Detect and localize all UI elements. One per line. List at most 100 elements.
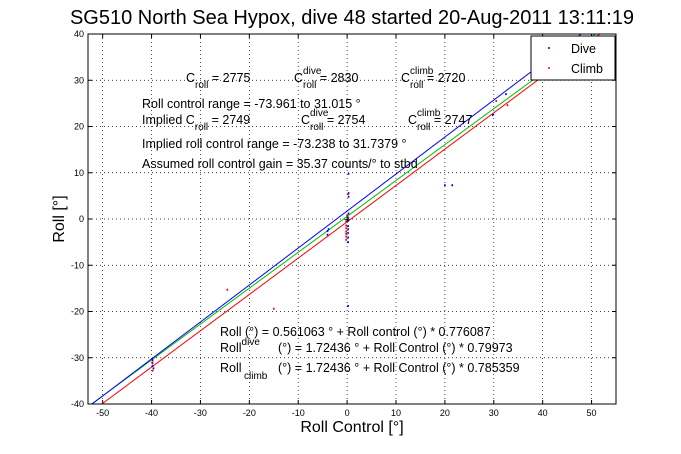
implied-climb-sub: roll: [417, 122, 430, 133]
dive-point: [347, 172, 350, 175]
climb-point: [506, 104, 509, 107]
climb-point: [346, 214, 348, 217]
dive-point: [347, 212, 350, 215]
implied-value: = 2749: [208, 113, 250, 127]
climb-point: [226, 288, 229, 291]
fit-lines: [91, 33, 601, 405]
annotations-top: Croll = 2775 Cdive roll = 2830 Cclimb roll…: [142, 66, 472, 171]
fit-line-1: [91, 33, 582, 405]
annotations-bottom: Roll (°) = 0.561063 ° + Roll control (°)…: [220, 325, 520, 382]
dive-point: [326, 233, 329, 236]
c-climb-text: Cclimb roll = 2720: [401, 66, 465, 91]
dive-point: [152, 367, 155, 370]
c-climb-sub: roll: [410, 80, 423, 91]
c-climb-sup: climb: [410, 66, 434, 77]
gain-text: Assumed roll control gain = 35.37 counts…: [142, 157, 418, 171]
equation-dive: Rolldive (°) = 1.72436 ° + Roll Control (…: [220, 337, 513, 355]
dive-point: [505, 93, 507, 96]
dive-point: [347, 241, 349, 244]
plot-area: [87, 33, 617, 405]
climb-point: [345, 227, 347, 230]
implied-c-climb: Cclimb roll = 2747: [408, 108, 472, 133]
c-climb-value: = 2720: [423, 71, 465, 85]
dive-point: [347, 224, 349, 227]
dive-point: [326, 230, 329, 233]
dive-point: [444, 184, 446, 187]
implied-dive-sup: dive: [310, 108, 329, 119]
implied-c-dive: Cdive roll = 2754: [301, 108, 365, 133]
eq-dive-sup: dive: [242, 337, 261, 348]
implied-dive-value: = 2754: [323, 113, 365, 127]
y-tick-label: 0: [79, 214, 84, 224]
x-tick-label: 40: [538, 408, 548, 418]
dive-point: [347, 195, 350, 198]
chart-title: SG510 North Sea Hypox, dive 48 started 2…: [70, 7, 634, 29]
implied-climb-sup: climb: [417, 108, 441, 119]
roll-control-range: Roll control range = -73.961 to 31.015 °: [142, 97, 361, 111]
y-tick-label: 40: [74, 29, 84, 39]
x-tick-label: -20: [243, 408, 256, 418]
implied-c-roll: Implied Croll = 2749: [142, 113, 250, 133]
c-dive-sup: dive: [303, 66, 322, 77]
dive-point: [347, 236, 349, 239]
implied-climb-letter: C: [408, 113, 417, 127]
legend-marker-dive: [548, 47, 550, 49]
x-tick-label: -40: [145, 408, 158, 418]
eq-climb-rest: (°) = 1.72436 ° + Roll Control (°) * 0.7…: [278, 361, 520, 375]
c-dive-sub: roll: [303, 80, 316, 91]
dive-point: [151, 365, 154, 368]
x-tick-label: 50: [587, 408, 597, 418]
y-tick-label: -20: [71, 307, 84, 317]
implied-prefix: Implied C: [142, 113, 195, 127]
y-axis-label: Roll [°]: [51, 195, 68, 242]
y-tick-label: 30: [74, 75, 84, 85]
y-tick-label: -30: [71, 353, 84, 363]
x-tick-label: 10: [391, 408, 401, 418]
dive-point: [327, 228, 330, 231]
equation-climb: Rollclimb (°) = 1.72436 ° + Roll Control …: [220, 361, 520, 382]
climb-point: [345, 232, 347, 235]
dive-point: [451, 184, 454, 187]
legend-marker-climb: [548, 67, 550, 69]
legend-label-dive: Dive: [571, 42, 596, 56]
implied-climb-value: = 2747: [430, 113, 472, 127]
dive-point: [492, 113, 494, 116]
x-tick-label: 30: [489, 408, 499, 418]
equation-all: Roll (°) = 0.561063 ° + Roll control (°)…: [220, 325, 491, 339]
y-tick-label: 20: [74, 122, 84, 132]
x-axis-label: Roll Control [°]: [300, 419, 403, 436]
origin-marker: +: [344, 214, 350, 226]
x-tick-label: 0: [345, 408, 350, 418]
climb-point: [345, 238, 347, 241]
climb-point: [345, 220, 347, 223]
x-tick-label: -10: [292, 408, 305, 418]
x-tick-label: -50: [96, 408, 109, 418]
eq-climb-roll: Roll: [220, 361, 242, 375]
c-roll-letter: C: [186, 71, 195, 85]
implied-range: Implied roll control range = -73.238 to …: [142, 137, 407, 151]
c-climb-letter: C: [401, 71, 410, 85]
dive-point: [347, 216, 349, 219]
implied-sub: roll: [195, 122, 208, 133]
legend: Dive Climb: [530, 35, 616, 81]
x-tick-label: -30: [194, 408, 207, 418]
dive-point: [347, 304, 349, 307]
eq-dive-rest: (°) = 1.72436 ° + Roll Control (°) * 0.7…: [278, 341, 513, 355]
c-roll-value: = 2775: [208, 71, 250, 85]
legend-label-climb: Climb: [571, 62, 603, 76]
y-tick-label: -40: [71, 399, 84, 409]
y-tick-label: 10: [74, 168, 84, 178]
c-dive-value: = 2830: [316, 71, 358, 85]
climb-point: [345, 224, 347, 227]
dive-point: [347, 231, 349, 234]
eq-climb-sub: climb: [244, 371, 268, 382]
c-roll-text: Croll = 2775: [186, 71, 250, 91]
fit-line-2: [101, 33, 601, 405]
fit-line-0: [91, 33, 596, 405]
x-tick-label: 20: [440, 408, 450, 418]
c-dive-text: Cdive roll = 2830: [294, 66, 358, 91]
legend-box: [530, 35, 616, 81]
eq-dive-roll: Roll: [220, 341, 242, 355]
climb-point: [345, 235, 347, 238]
